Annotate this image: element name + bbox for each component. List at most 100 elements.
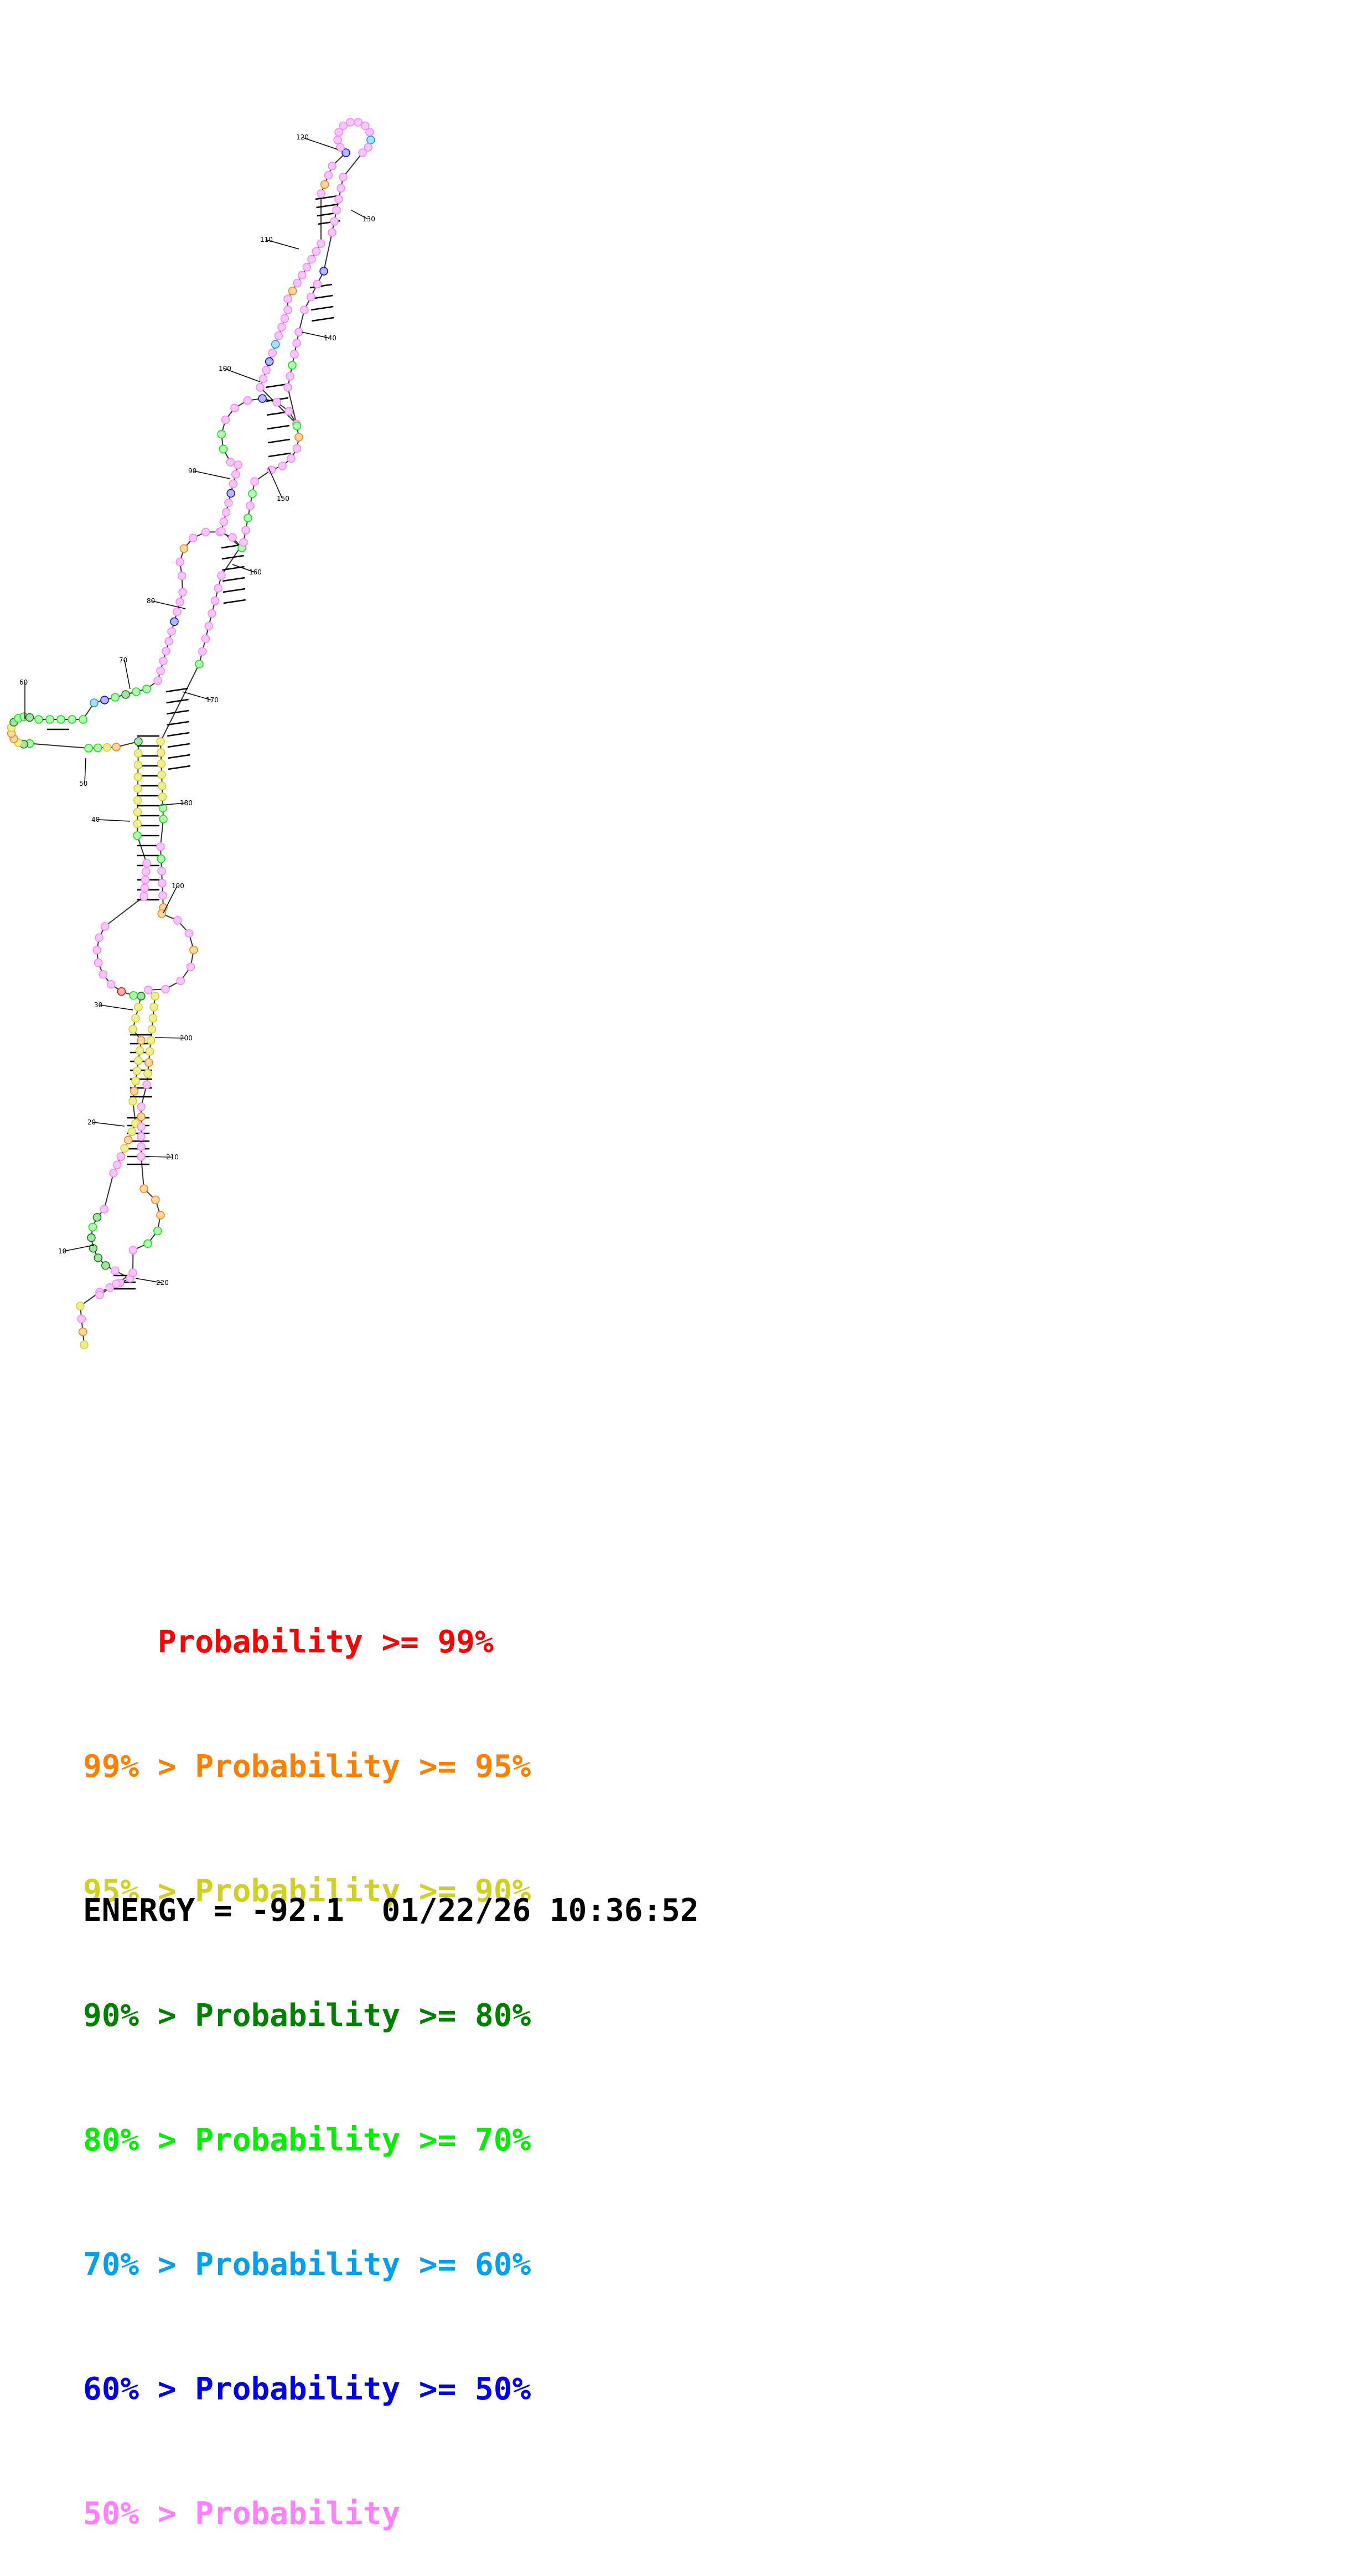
position-label: 210 — [166, 1153, 179, 1161]
nucleotide — [268, 349, 276, 357]
nucleotide — [218, 527, 225, 535]
base-pair-bond — [167, 699, 189, 703]
nucleotide — [307, 293, 315, 301]
nucleotide — [93, 1214, 101, 1221]
nucleotide — [117, 988, 125, 996]
nucleotide — [251, 478, 258, 485]
nucleotide — [214, 584, 222, 592]
nucleotide — [137, 1113, 145, 1121]
legend-text: Probability >= 70% — [195, 2122, 531, 2158]
nucleotide — [240, 538, 247, 546]
nucleotides — [8, 118, 375, 1349]
backbone-segment — [104, 1173, 113, 1209]
nucleotide — [46, 716, 54, 723]
nucleotide — [129, 1097, 137, 1105]
nucleotide — [293, 445, 301, 453]
nucleotide — [158, 867, 165, 875]
nucleotide — [132, 1014, 139, 1022]
nucleotide — [157, 760, 165, 768]
position-label: 20 — [87, 1118, 96, 1126]
nucleotide — [273, 398, 281, 406]
legend-text: Probability — [195, 2496, 400, 2532]
nucleotide — [284, 383, 292, 391]
nucleotide — [35, 716, 43, 723]
nucleotide — [168, 628, 175, 635]
nucleotide — [125, 1136, 132, 1144]
nucleotide — [313, 280, 321, 288]
nucleotide — [293, 339, 301, 347]
nucleotide — [293, 422, 301, 429]
legend-prefix: 80% > — [83, 2122, 195, 2158]
position-label: 60 — [19, 678, 28, 686]
base-pair-bond — [167, 711, 189, 714]
legend-text: Probability >= 50% — [195, 2371, 531, 2407]
nucleotide — [291, 350, 298, 358]
position-tick — [125, 660, 130, 689]
nucleotide — [129, 1025, 137, 1033]
legend-row-ge99: Probability >= 99% — [83, 1621, 531, 1663]
nucleotide — [185, 930, 193, 937]
position-label: 40 — [91, 816, 100, 823]
nucleotide — [335, 195, 343, 203]
nucleotide — [275, 332, 282, 340]
nucleotide — [278, 462, 286, 470]
backbone-segment — [161, 664, 199, 742]
nucleotide — [272, 340, 279, 348]
nucleotide — [79, 1328, 87, 1336]
legend-prefix: 99% > — [83, 1749, 195, 1785]
nucleotide — [278, 323, 286, 331]
nucleotide — [303, 263, 310, 271]
backbone-segment — [30, 743, 89, 748]
nucleotide — [143, 1081, 151, 1089]
nucleotide — [121, 1144, 128, 1152]
nucleotide — [117, 1153, 125, 1160]
legend-prefix — [83, 1624, 158, 1660]
nucleotide — [190, 946, 198, 954]
nucleotide — [137, 1036, 145, 1044]
nucleotide — [107, 981, 115, 988]
nucleotide — [262, 366, 270, 374]
nucleotide — [339, 173, 347, 181]
nucleotide — [128, 1128, 136, 1136]
position-label: 110 — [260, 236, 273, 243]
position-label: 140 — [324, 334, 336, 342]
position-label: 220 — [156, 1279, 169, 1287]
nucleotide — [90, 699, 98, 707]
backbone-segment — [324, 232, 332, 271]
nucleotide — [154, 677, 162, 685]
position-label: 130 — [363, 215, 375, 223]
nucleotide — [287, 455, 295, 463]
nucleotide — [134, 785, 142, 792]
position-label: 120 — [296, 133, 309, 141]
nucleotide — [320, 267, 328, 275]
nucleotide — [244, 514, 252, 522]
nucleotide — [94, 744, 102, 751]
position-label: 180 — [180, 799, 193, 807]
backbone-segment — [137, 836, 147, 863]
nucleotide — [103, 744, 111, 751]
nucleotide — [68, 716, 76, 723]
nucleotide — [165, 637, 173, 645]
backbone — [12, 122, 371, 1345]
nucleotide — [85, 744, 92, 752]
nucleotide — [80, 1341, 88, 1349]
backbone-segment — [105, 896, 144, 926]
nucleotide — [229, 480, 237, 488]
nucleotide — [284, 306, 292, 314]
nucleotide — [367, 136, 375, 144]
probability-legend: Probability >= 99% 99% > Probability >= … — [83, 1538, 531, 2576]
nucleotide — [159, 793, 167, 801]
nucleotide — [157, 749, 165, 756]
nucleotide — [205, 622, 213, 630]
nucleotide — [134, 761, 142, 769]
nucleotide — [137, 992, 145, 1000]
legend-prefix: 70% > — [83, 2247, 195, 2283]
position-label: 190 — [172, 882, 184, 890]
nucleotide — [317, 240, 325, 247]
nucleotide — [242, 526, 250, 534]
nucleotide — [244, 397, 251, 405]
nucleotide — [152, 1196, 159, 1204]
nucleotide — [178, 572, 186, 580]
nucleotide — [101, 922, 108, 930]
nucleotide — [339, 122, 347, 129]
